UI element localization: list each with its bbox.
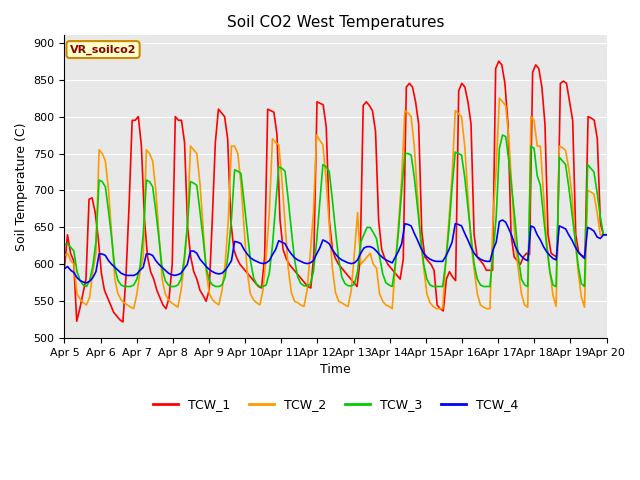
TCW_2 — [360, 258, 368, 264]
TCW_4 — [61, 266, 68, 272]
TCW_3 — [458, 152, 465, 158]
TCW_4 — [83, 280, 90, 286]
TCW_2 — [495, 95, 503, 101]
TCW_4 — [360, 245, 368, 251]
TCW_1 — [218, 110, 225, 116]
TCW_3 — [360, 232, 368, 238]
TCW_4 — [458, 223, 465, 229]
TCW_4 — [603, 232, 611, 238]
TCW_1 — [236, 262, 244, 267]
TCW_1 — [396, 276, 404, 282]
TCW_4 — [549, 255, 557, 261]
TCW_3 — [499, 132, 506, 138]
Line: TCW_1: TCW_1 — [65, 61, 607, 322]
TCW_3 — [61, 241, 68, 247]
TCW_1 — [458, 81, 466, 86]
TCW_4 — [325, 241, 333, 247]
TCW_3 — [477, 282, 484, 288]
TCW_1 — [603, 232, 611, 238]
TCW_4 — [477, 256, 484, 262]
Y-axis label: Soil Temperature (C): Soil Temperature (C) — [15, 122, 28, 251]
Line: TCW_2: TCW_2 — [65, 98, 607, 309]
TCW_2 — [262, 254, 270, 260]
TCW_1 — [529, 70, 536, 75]
TCW_2 — [603, 232, 611, 238]
TCW_2 — [130, 306, 138, 312]
TCW_2 — [458, 114, 465, 120]
Text: VR_soilco2: VR_soilco2 — [70, 45, 136, 55]
TCW_3 — [603, 232, 611, 238]
TCW_2 — [61, 252, 68, 258]
X-axis label: Time: Time — [320, 363, 351, 376]
TCW_2 — [477, 302, 484, 308]
TCW_3 — [325, 168, 333, 174]
TCW_2 — [549, 292, 557, 298]
TCW_1 — [61, 265, 68, 271]
TCW_2 — [325, 221, 333, 227]
Legend: TCW_1, TCW_2, TCW_3, TCW_4: TCW_1, TCW_2, TCW_3, TCW_4 — [148, 393, 523, 416]
Title: Soil CO2 West Temperatures: Soil CO2 West Temperatures — [227, 15, 444, 30]
Line: TCW_4: TCW_4 — [65, 220, 607, 283]
TCW_3 — [83, 284, 90, 289]
TCW_3 — [549, 282, 557, 288]
TCW_1 — [119, 319, 127, 325]
TCW_1 — [495, 58, 502, 64]
TCW_4 — [262, 260, 270, 266]
TCW_1 — [384, 262, 392, 267]
TCW_3 — [262, 282, 270, 288]
Line: TCW_3: TCW_3 — [65, 135, 607, 287]
TCW_4 — [499, 217, 506, 223]
